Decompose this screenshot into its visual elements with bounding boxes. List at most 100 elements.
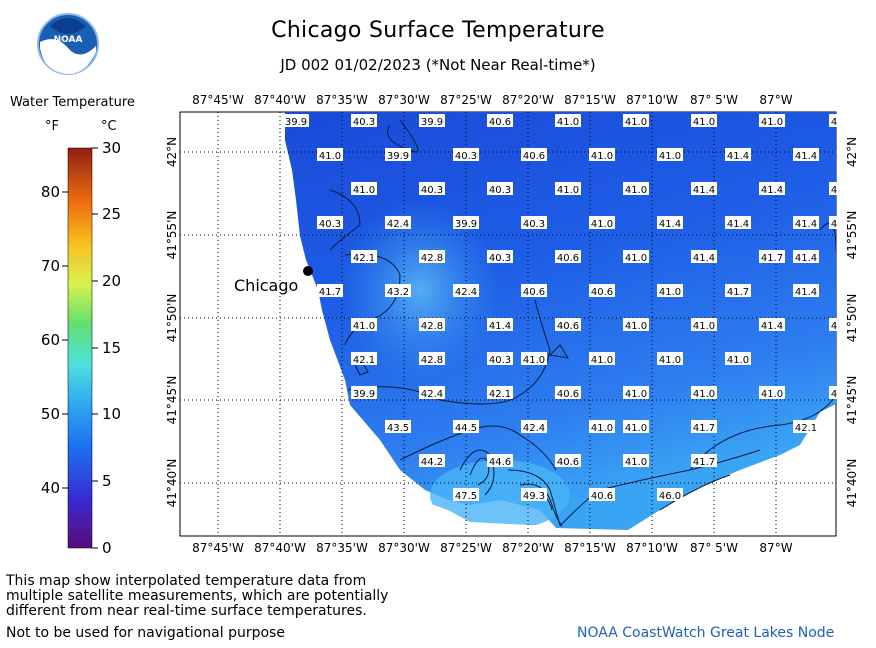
lat-label: 41°55'N (165, 211, 179, 260)
legend-f-tick: 80 (40, 183, 60, 201)
temperature-value: 41.4 (725, 216, 751, 230)
temperature-value-text: 41.0 (625, 457, 647, 468)
temperature-value: 49.3 (521, 488, 547, 502)
temperature-value-text: 46.0 (659, 491, 681, 502)
temperature-value-text: 41.4 (795, 219, 817, 230)
temperature-value-box (385, 420, 411, 433)
temperature-value-text: 43.5 (387, 423, 409, 434)
temperature-value-box (657, 148, 683, 161)
lon-label: 87°W (759, 93, 792, 107)
temperature-value: 42.4 (521, 420, 547, 434)
temperature-value-box (793, 284, 819, 297)
temperature-value: 41.0 (725, 352, 751, 366)
temperature-value-box (589, 488, 615, 501)
temperature-value-text: 40.3 (421, 185, 443, 196)
temperature-value: 41.7 (691, 454, 717, 468)
temperature-value: 40.3 (453, 148, 479, 162)
temperature-value-box (521, 488, 547, 501)
legend-unit-f: °F (45, 119, 59, 134)
temperature-value-box (487, 454, 513, 467)
temperature-value-box (385, 148, 411, 161)
temperature-value-box (589, 284, 615, 297)
temperature-value-box (419, 352, 445, 365)
lat-label: 41°45'N (165, 376, 179, 425)
temperature-value-box (419, 182, 445, 195)
temperature-value-text: 41.4 (795, 253, 817, 264)
disclaimer-note: This map show interpolated temperature d… (6, 574, 388, 619)
temperature-value: 41.4 (657, 216, 683, 230)
temperature-value-text: 41.0 (319, 151, 341, 162)
temperature-value: 41.0 (589, 420, 615, 434)
lon-labels-bottom: 87°45'W 87°40'W 87°35'W 87°30'W 87°25'W … (192, 541, 793, 555)
temperature-value: 39.9 (283, 114, 309, 128)
color-scale-bar (62, 147, 98, 549)
temperature-value: 40.6 (487, 114, 513, 128)
temperature-value-box (487, 352, 513, 365)
temperature-value: 41.0 (691, 318, 717, 332)
temperature-value-box (419, 386, 445, 399)
temperature-value-text: 41.0 (591, 151, 613, 162)
legend-c-tick: 0 (102, 539, 112, 557)
temperature-value-box (793, 148, 819, 161)
temperature-value-text: 42.4 (523, 423, 545, 434)
temperature-value-text: 44.5 (455, 423, 477, 434)
temperature-value: 42.1 (351, 250, 377, 264)
legend-c-tick: 20 (102, 272, 122, 290)
temperature-value-box (385, 284, 411, 297)
legend-c-tick: 25 (102, 205, 122, 223)
temperature-value-text: 41.4 (795, 151, 817, 162)
temperature-value-box (419, 114, 445, 127)
lat-label: 41°55'N (845, 211, 859, 260)
temperature-labels: 39.9 40.3 39.9 40.6 41.0 41.0 41.0 41.0 4 41.0 39.… (283, 114, 839, 502)
temperature-value-text: 41.0 (625, 389, 647, 400)
temperature-value: 41.0 (555, 114, 581, 128)
temperature-value: 39.9 (453, 216, 479, 230)
temperature-value: 42.1 (793, 420, 819, 434)
temperature-value-box (623, 318, 649, 331)
temperature-value: 43.2 (385, 284, 411, 298)
temperature-value: 39.9 (385, 148, 411, 162)
temperature-value-box (691, 250, 717, 263)
temperature-value-text: 41.4 (489, 321, 511, 332)
temperature-value-box (725, 284, 751, 297)
legend-f-tick: 60 (40, 331, 60, 349)
temperature-value: 44.2 (419, 454, 445, 468)
temperature-value: 41.0 (657, 284, 683, 298)
lon-label: 87°30'W (378, 541, 430, 555)
temperature-value-box (555, 454, 581, 467)
page-subtitle: JD 002 01/02/2023 (*Not Near Real-time*) (280, 56, 596, 74)
temperature-value: 43.5 (385, 420, 411, 434)
lon-label: 87° 5'W (690, 541, 738, 555)
temperature-value-text: 40.3 (455, 151, 477, 162)
temperature-value-text: 40.3 (489, 253, 511, 264)
temperature-value: 41.7 (691, 420, 717, 434)
temperature-value-text: 41.7 (319, 287, 341, 298)
temperature-value-box (385, 216, 411, 229)
temperature-value-box (829, 216, 839, 229)
lon-label: 87°15'W (564, 541, 616, 555)
temperature-value-box (691, 182, 717, 195)
temperature-value-text: 42.1 (353, 355, 375, 366)
temperature-value: 40.3 (487, 182, 513, 196)
temperature-value-box (691, 114, 717, 127)
temperature-value: 4 (829, 182, 839, 196)
temperature-value: 40.6 (555, 454, 581, 468)
temperature-value: 41.4 (725, 148, 751, 162)
temperature-value-text: 40.3 (489, 185, 511, 196)
temperature-value-text: 41.0 (625, 253, 647, 264)
temperature-value-box (623, 386, 649, 399)
temperature-value-box (589, 420, 615, 433)
legend-f-tick: 50 (40, 405, 60, 423)
temperature-value-text: 41.0 (557, 117, 579, 128)
temperature-value: 41.0 (589, 148, 615, 162)
page-title: Chicago Surface Temperature (271, 18, 605, 43)
temperature-value: 40.3 (487, 352, 513, 366)
temperature-value-box (589, 148, 615, 161)
temperature-value-box (759, 250, 785, 263)
lon-label: 87°20'W (502, 93, 554, 107)
legend-c-tick: 30 (102, 139, 122, 157)
temperature-value-text: 40.6 (557, 457, 579, 468)
temperature-value-text: 42.8 (421, 321, 443, 332)
temperature-value: 4 (829, 386, 839, 400)
temperature-value: 41.0 (657, 352, 683, 366)
